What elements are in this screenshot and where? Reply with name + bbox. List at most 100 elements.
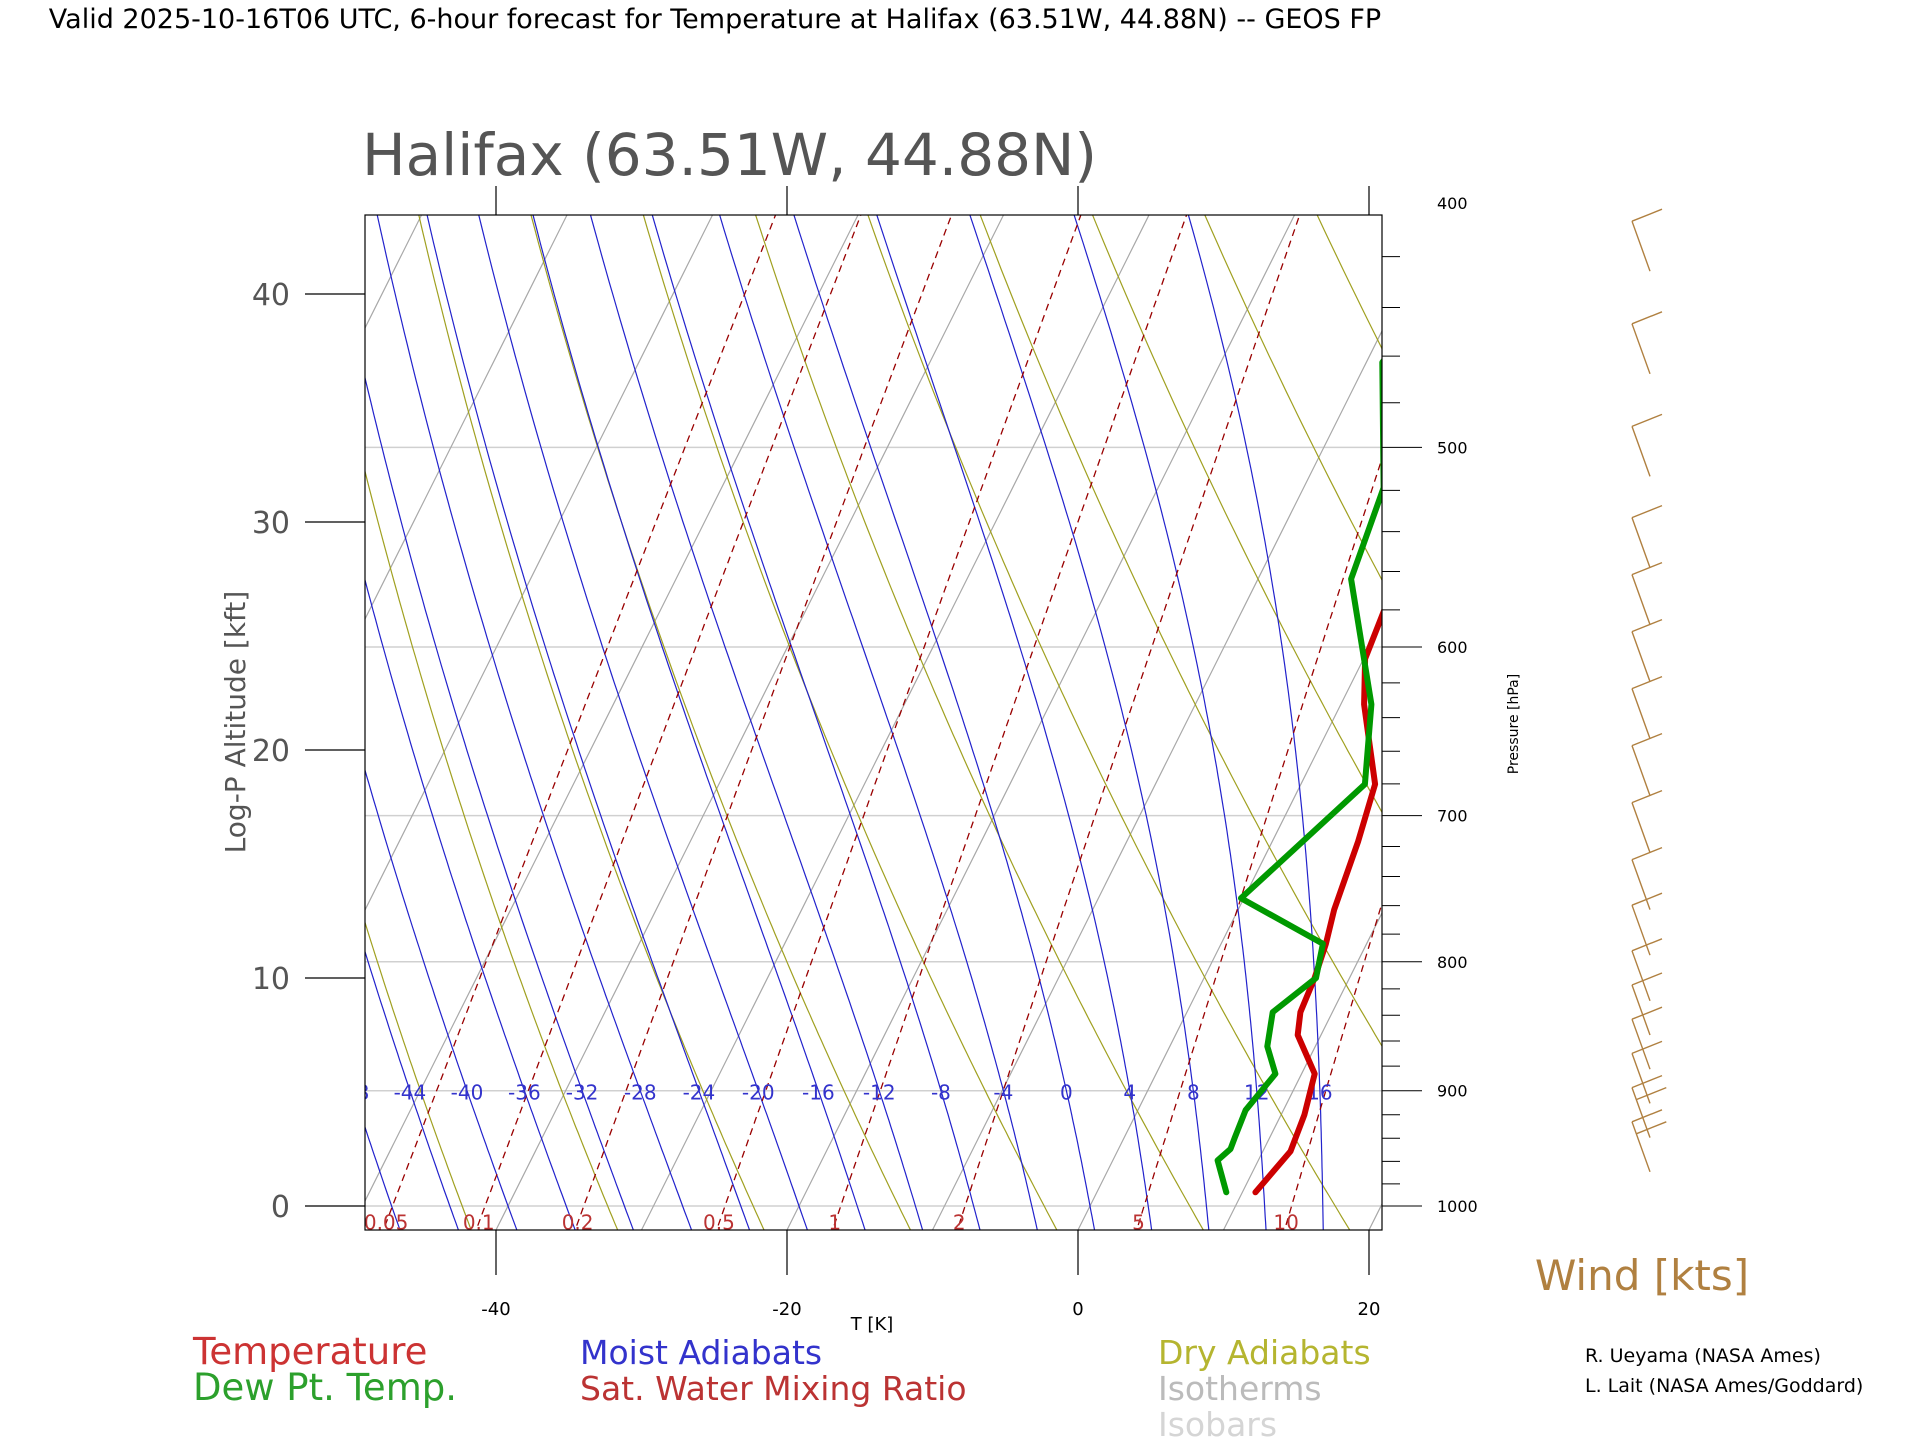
barb-feather <box>1631 972 1663 986</box>
legend-isotherms: Isotherms <box>1158 1369 1322 1408</box>
barb-feather <box>1631 675 1663 690</box>
isotherm-line <box>1077 620 1382 1230</box>
moist-adiabat-label: -36 <box>508 1081 541 1105</box>
barb-feather <box>1631 789 1663 804</box>
legend-dew-point: Dew Pt. Temp. <box>193 1366 457 1409</box>
moist-adiabat-line <box>478 215 809 1230</box>
dry-adiabat-line <box>1134 0 1920 1259</box>
dry-adiabat-line <box>755 215 1204 1230</box>
barb-feather <box>1631 413 1663 428</box>
isotherm-line <box>495 215 1005 1230</box>
dry-adiabat-line <box>979 215 1382 1048</box>
barb-feather <box>1631 618 1663 633</box>
y2-axis-label: Pressure [hPa] <box>1506 674 1522 774</box>
barb-feather <box>1631 1074 1663 1089</box>
barb-feather <box>1636 1121 1667 1135</box>
mixing-ratio-label: 0.05 <box>364 1210 409 1234</box>
barb-feather <box>1631 561 1663 576</box>
x-axis-label: T [K] <box>850 1314 894 1335</box>
barb-staff <box>1631 517 1651 568</box>
credit-1: R. Ueyama (NASA Ames) <box>1585 1345 1821 1367</box>
barb-feather <box>1631 892 1663 906</box>
moist-adiabat-line <box>969 215 1210 1230</box>
barb-feather <box>1631 938 1663 952</box>
moist-adiabat-label: -8 <box>931 1081 951 1105</box>
moist-adiabat-label: 4 <box>1123 1081 1136 1105</box>
p-tick-label: 800 <box>1437 953 1468 972</box>
moist-adiabat-line <box>376 215 693 1230</box>
isotherm-line <box>365 215 568 621</box>
wind-barb <box>1631 208 1663 272</box>
isotherm-line <box>786 215 1296 1230</box>
x-tick-label: -20 <box>772 1299 801 1320</box>
dry-adiabat-line <box>1564 0 1920 1259</box>
barb-feather <box>1631 208 1663 222</box>
dry-adiabat-line <box>530 215 912 1230</box>
moist-adiabat-line <box>651 215 981 1230</box>
barb-feather <box>1631 1006 1663 1020</box>
dry-adiabat-line <box>1478 0 1920 1259</box>
barb-feather <box>1631 504 1663 519</box>
moist-adiabat-line <box>1073 215 1267 1230</box>
p-tick-label: 500 <box>1437 438 1468 457</box>
moist-adiabat-label: -16 <box>802 1081 835 1105</box>
plot-frame <box>364 214 1383 1231</box>
wind-barb <box>1631 561 1663 625</box>
mixing-ratio-line <box>956 215 1301 1230</box>
moist-adiabat-label: 0 <box>1060 1081 1073 1105</box>
isotherm-line <box>365 215 859 1203</box>
dry-adiabat-line <box>1823 0 1920 1259</box>
dry-adiabat-line <box>1306 0 1920 1259</box>
y-tick-label: 20 <box>252 734 290 769</box>
mixing-ratio-label: 0.2 <box>562 1210 594 1234</box>
moist-adiabat-label: -24 <box>683 1081 716 1105</box>
moist-adiabat-line <box>365 577 576 1230</box>
moist-adiabat-line <box>793 215 1096 1230</box>
chart-title: Halifax (63.51W, 44.88N) <box>362 121 1097 189</box>
barb-feather <box>1631 311 1663 325</box>
barb-staff <box>1631 220 1651 272</box>
dry-adiabat-line <box>1091 215 1382 814</box>
mixing-ratio-line <box>1283 901 1382 1230</box>
mixing-ratio-line <box>715 215 1082 1230</box>
wind-barbs <box>1631 208 1667 1173</box>
barb-feather <box>1636 1086 1667 1101</box>
profiles <box>1214 357 1382 1196</box>
wind-barb <box>1631 1074 1667 1138</box>
isotherm-line <box>1368 1202 1382 1230</box>
moist-adiabat-line <box>719 215 1038 1230</box>
moist-adiabat-label: -28 <box>624 1081 657 1105</box>
wind-barb <box>1631 1006 1663 1070</box>
moist-adiabat-label: -12 <box>863 1081 896 1105</box>
plot-area: -48 -44 -40 -36 -32 -28 -24 -20 -16 -12 -8 -4 0 4 8 12 1… <box>14 0 1920 1270</box>
barb-staff <box>1631 688 1651 739</box>
wind-barb <box>1631 972 1663 1036</box>
x-tick-label: 20 <box>1358 1299 1381 1320</box>
barb-feather <box>1631 1109 1663 1123</box>
legend: Temperature Dew Pt. Temp. Moist Adiabats… <box>192 1330 1371 1440</box>
barb-staff <box>1631 426 1651 477</box>
barb-staff <box>1631 859 1651 910</box>
moist-adiabat-label: -44 <box>394 1081 427 1105</box>
barb-staff <box>1631 1087 1651 1138</box>
p-tick-label: 400 <box>1437 194 1468 213</box>
y-axis-label: Log-P Altitude [kft] <box>219 591 252 854</box>
dry-adiabat-line <box>1316 215 1382 350</box>
legend-temperature: Temperature <box>192 1330 427 1373</box>
wind-barb <box>1631 311 1663 375</box>
barb-staff <box>1631 984 1651 1036</box>
isotherm-line <box>1495 175 1920 1270</box>
moist-adiabat-label: -32 <box>566 1081 599 1105</box>
wind-label: Wind [kts] <box>1535 1251 1749 1300</box>
moist-adiabat-line <box>1187 215 1324 1230</box>
mixing-ratio-label: 1 <box>828 1210 841 1234</box>
mixing-ratio-label: 0.1 <box>463 1210 495 1234</box>
wind-barb <box>1631 846 1663 910</box>
dry-adiabat-line <box>14 0 335 1259</box>
dry-adiabat-line <box>642 215 1058 1230</box>
dry-adiabat-line <box>418 215 765 1230</box>
barb-staff <box>1631 1053 1651 1104</box>
barb-feather <box>1631 1040 1663 1055</box>
moist-adiabat-line <box>365 949 460 1230</box>
